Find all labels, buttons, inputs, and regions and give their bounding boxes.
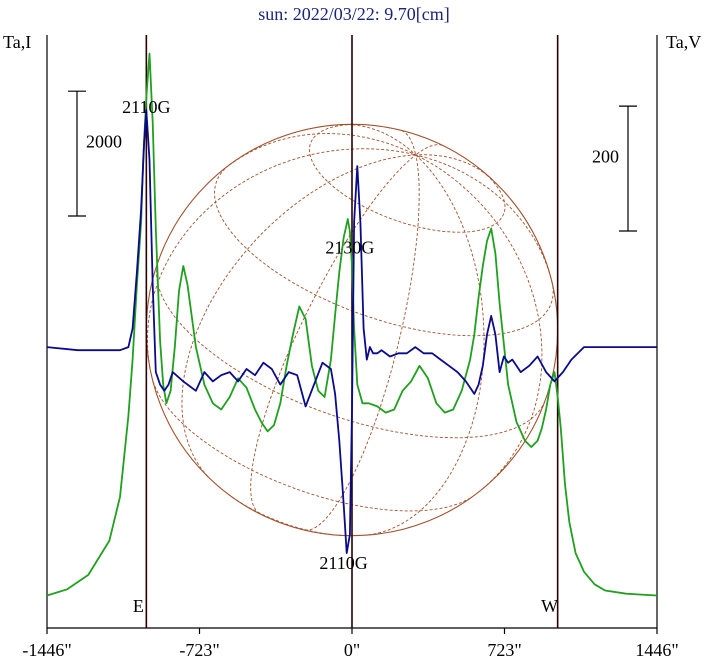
meridian-line: [415, 144, 443, 156]
annotations: 2110G 2130G 2110G: [122, 97, 374, 573]
y-left-axis-label: Ta,I: [3, 32, 31, 52]
meridian-line: [304, 154, 420, 531]
parallel-line: [308, 123, 506, 233]
meridian-line: [228, 133, 416, 166]
x-tick-label: -1446": [22, 640, 71, 660]
parallel-line: [156, 259, 546, 439]
x-tick-label: 0": [344, 640, 360, 660]
meridian-line: [181, 154, 416, 477]
limb-label: E: [133, 596, 144, 616]
series-line-polarization: [46, 109, 657, 554]
chart-title: sun: 2022/03/22: 9.70[cm]: [258, 4, 450, 24]
parallel-line: [152, 381, 472, 512]
meridian-line: [250, 154, 416, 514]
x-axis-ticks: -1446" -723" 0" 723" 1446": [22, 628, 679, 660]
parallel-line: [227, 493, 342, 536]
x-tick-label: 723": [487, 640, 521, 660]
scale-bar-label: 2000: [86, 132, 122, 152]
series-line-intensity: [46, 52, 658, 597]
meridian-line: [401, 130, 417, 156]
limb-label: W: [541, 596, 558, 616]
scale-bars: 2000 200: [68, 90, 637, 232]
parallel-line: [214, 164, 554, 337]
meridian-line: [415, 154, 492, 180]
y-right-axis-label: Ta,V: [666, 32, 701, 52]
scale-bar-label: 200: [592, 147, 619, 167]
peak-annotation: 2130G: [325, 237, 374, 257]
x-tick-label: 1446": [635, 640, 678, 660]
meridian-line: [368, 154, 485, 536]
meridian-line: [342, 124, 416, 156]
meridian-line: [415, 154, 543, 490]
x-tick-label: -723": [179, 640, 219, 660]
peak-annotation: 2110G: [122, 97, 170, 117]
meridian-line: [147, 148, 416, 368]
peak-annotation: 2110G: [319, 553, 367, 573]
series-layer: [46, 52, 658, 597]
